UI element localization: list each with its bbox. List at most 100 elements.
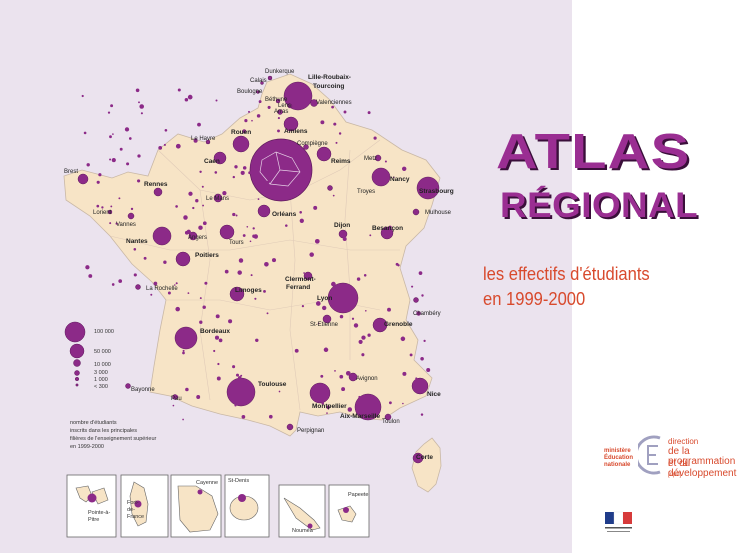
town-dot [182,418,184,421]
town-dot [234,404,237,407]
town-dot [338,132,342,135]
inset-reunion [224,474,270,538]
logo-ministry-line3: nationale [604,462,631,468]
town-dot [242,129,247,134]
town-dot [388,225,392,229]
town-dot [175,205,178,208]
city-label: Tourcoing [313,83,344,90]
town-dot [112,133,114,135]
city-label: Pau [171,396,182,402]
city-circle [316,146,332,162]
city-labels: Dunkerque Calais Boulogne Lille-Roubaix- Tou… [64,69,454,461]
town-dot [322,305,327,311]
city-circle [380,226,394,240]
legend-label: 100 000 [94,329,114,335]
town-dot [423,339,426,343]
town-dot [397,264,400,267]
city-label: Limoges [235,287,262,294]
town-dot [384,160,387,163]
city-circle [303,144,309,150]
town-dot [331,105,334,109]
city-circle [267,75,273,81]
city-label: Vannes [116,222,136,228]
france-map: Dunkerque Calais Boulogne Lille-Roubaix- Tou… [63,69,454,493]
town-dot [133,273,137,277]
city-circle [416,176,440,200]
city-label: Reims [331,158,351,165]
town-dot [343,110,347,114]
marianne-e-icon [638,435,661,475]
city-label: Tours [229,240,244,246]
city-label: Lens [278,103,291,109]
town-dot [199,297,202,300]
inset-polynesie [328,484,370,538]
title-line2: RÉGIONAL [500,186,699,225]
inset-label: Pointe-à- [88,510,110,516]
subtitle-line1: les effectifs d'étudiants [483,264,650,284]
town-dot [234,165,238,169]
city-label: Lyon [317,295,332,302]
town-dot [242,166,247,170]
town-dot [184,97,189,102]
inset-label: Fort- [127,500,139,506]
town-dot [175,306,180,312]
town-dot [369,234,372,237]
town-dot [238,258,244,263]
republique-francaise-flag-icon [605,511,632,532]
city-circle [226,377,256,407]
town-dot [85,265,90,270]
city-label: Clermont- [285,276,316,283]
town-dot [302,177,306,180]
town-dot [202,305,206,309]
city-label: Grenoble [384,321,413,328]
city-circle [327,185,333,191]
town-dot [232,212,236,217]
town-dot [86,163,90,167]
town-dot [174,395,179,399]
city-circle [77,173,89,185]
city-circle [125,383,131,389]
town-dot [320,120,325,125]
town-dot [109,158,112,161]
town-dot [118,279,123,283]
town-dot [124,127,130,132]
town-dot [326,405,330,410]
town-dot [197,122,201,127]
town-dot [182,349,185,352]
town-dot [240,374,243,377]
city-circle [371,167,391,187]
town-dot [119,147,123,151]
town-dot [193,138,198,143]
city-label: Chambéry [413,311,441,317]
town-dot [361,335,366,340]
town-dot [110,205,113,208]
town-dot [101,206,104,209]
city-label: Mulhouse [425,210,452,216]
town-dot [213,349,216,353]
town-dot [323,347,329,353]
city-label: Metz [364,156,377,162]
town-dot [285,224,288,227]
town-dot [334,370,336,372]
city-circle [327,282,359,314]
paris-departments [259,151,301,187]
city-label: Montpellier [312,403,347,410]
legend-circle [75,383,79,387]
legend-circle [64,321,86,343]
city-circle [413,297,419,303]
city-circle [287,103,293,109]
town-dot [299,211,302,214]
town-dot [341,387,346,392]
city-circle [412,452,424,464]
town-dot [153,281,158,286]
town-dot [196,395,201,399]
city-label: Ferrand [286,284,310,291]
inset-label: Cayenne [196,480,218,486]
town-dot [218,338,223,343]
legend-description: nombre d'étudiants [70,420,117,426]
town-dot [264,261,269,267]
town-dot [183,215,188,220]
town-dot [175,143,181,149]
town-dot [248,171,252,175]
